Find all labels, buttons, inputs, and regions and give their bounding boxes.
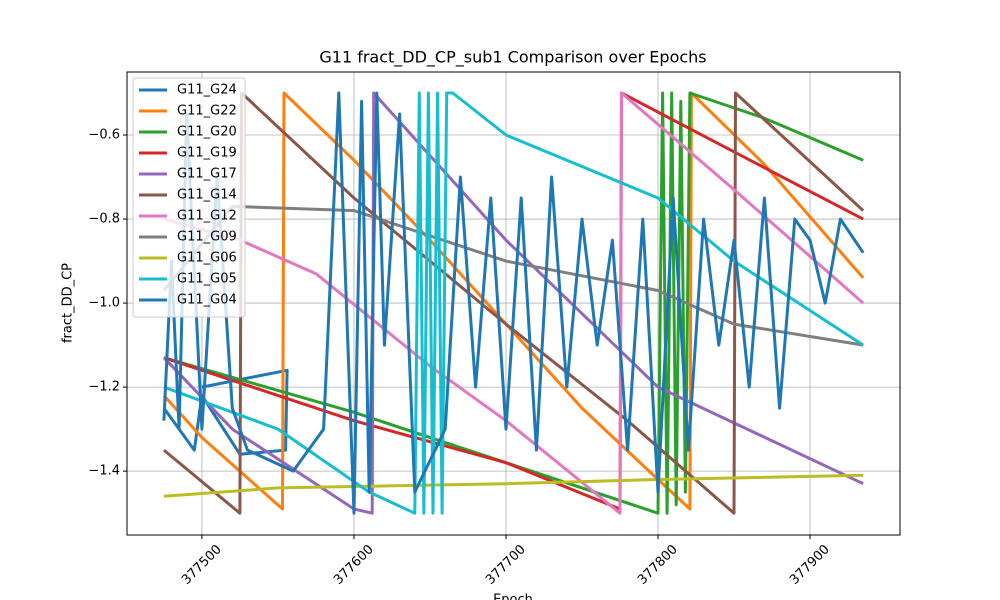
legend-label: G11_G06: [177, 251, 237, 266]
legend-label: G11_G24: [177, 83, 237, 98]
legend-label: G11_G22: [177, 104, 237, 119]
y-tick-label: −0.6: [88, 128, 120, 143]
legend-label: G11_G05: [177, 272, 237, 287]
y-axis-label: fract_DD_CP: [61, 263, 76, 343]
y-tick-label: −1.2: [88, 380, 120, 395]
series-line: [163, 473, 864, 498]
y-tick-label: −1.4: [88, 464, 120, 479]
legend-label: G11_G09: [177, 230, 237, 245]
y-tick-label: −0.8: [88, 212, 120, 227]
x-axis-label: Epoch: [493, 593, 533, 600]
legend-label: G11_G19: [177, 146, 237, 161]
series-line: [163, 91, 865, 515]
legend-label: G11_G20: [177, 125, 237, 140]
chart-title: G11 fract_DD_CP_sub1 Comparison over Epo…: [319, 48, 706, 68]
series-line: [162, 91, 865, 515]
legend-label: G11_G04: [177, 293, 237, 308]
legend-label: G11_G17: [177, 167, 237, 182]
legend-label: G11_G14: [177, 188, 237, 203]
legend: G11_G24 G11_G22 G11_G20 G11_G19 G11_G17 G11_G…: [132, 77, 246, 318]
y-tick-label: −1.0: [88, 296, 120, 311]
series-line: [162, 91, 865, 515]
legend-label: G11_G12: [177, 209, 237, 224]
